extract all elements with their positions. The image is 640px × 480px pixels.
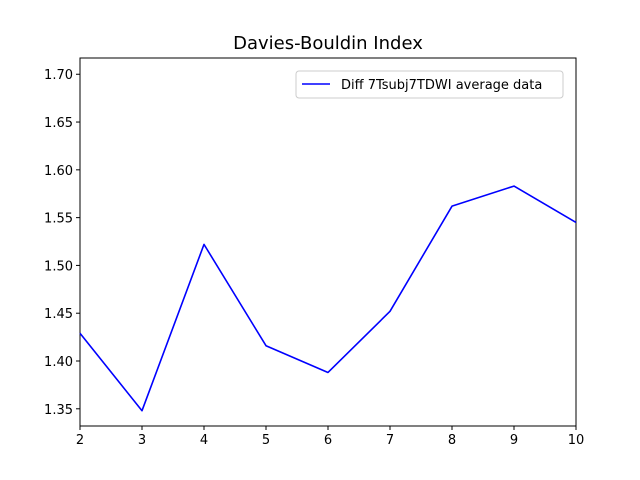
x-tick-label: 6 (324, 433, 332, 448)
x-tick-label: 3 (138, 433, 146, 448)
legend-box (295, 70, 564, 99)
y-tick-label: 1.70 (44, 68, 73, 83)
x-tick-label: 2 (76, 433, 84, 448)
legend: Diff 7Tsubj7TDWI average data (295, 70, 564, 99)
x-tick-label: 5 (262, 433, 270, 448)
x-tick-label: 10 (568, 433, 585, 448)
x-tick-label: 4 (200, 433, 208, 448)
x-tick-label: 7 (386, 433, 394, 448)
x-tick-label: 8 (448, 433, 456, 448)
y-tick-label: 1.35 (44, 403, 73, 418)
y-tick-label: 1.60 (44, 164, 73, 179)
chart-title: Davies-Bouldin Index (233, 33, 423, 54)
y-tick-label: 1.55 (44, 212, 73, 227)
x-axis: 2 3 4 5 6 7 8 9 10 (76, 426, 584, 448)
y-tick-label: 1.65 (44, 116, 73, 131)
y-tick-label: 1.50 (44, 259, 73, 274)
y-axis: 1.35 1.40 1.45 1.50 1.55 1.60 1.65 1.70 (44, 68, 80, 418)
y-tick-label: 1.40 (44, 355, 73, 370)
x-tick-label: 9 (510, 433, 518, 448)
y-tick-label: 1.45 (44, 307, 73, 322)
series-line-0 (79, 185, 577, 412)
series-layer (79, 185, 577, 412)
plot-area-frame (79, 57, 577, 427)
legend-label: Diff 7Tsubj7TDWI average data (341, 78, 542, 93)
